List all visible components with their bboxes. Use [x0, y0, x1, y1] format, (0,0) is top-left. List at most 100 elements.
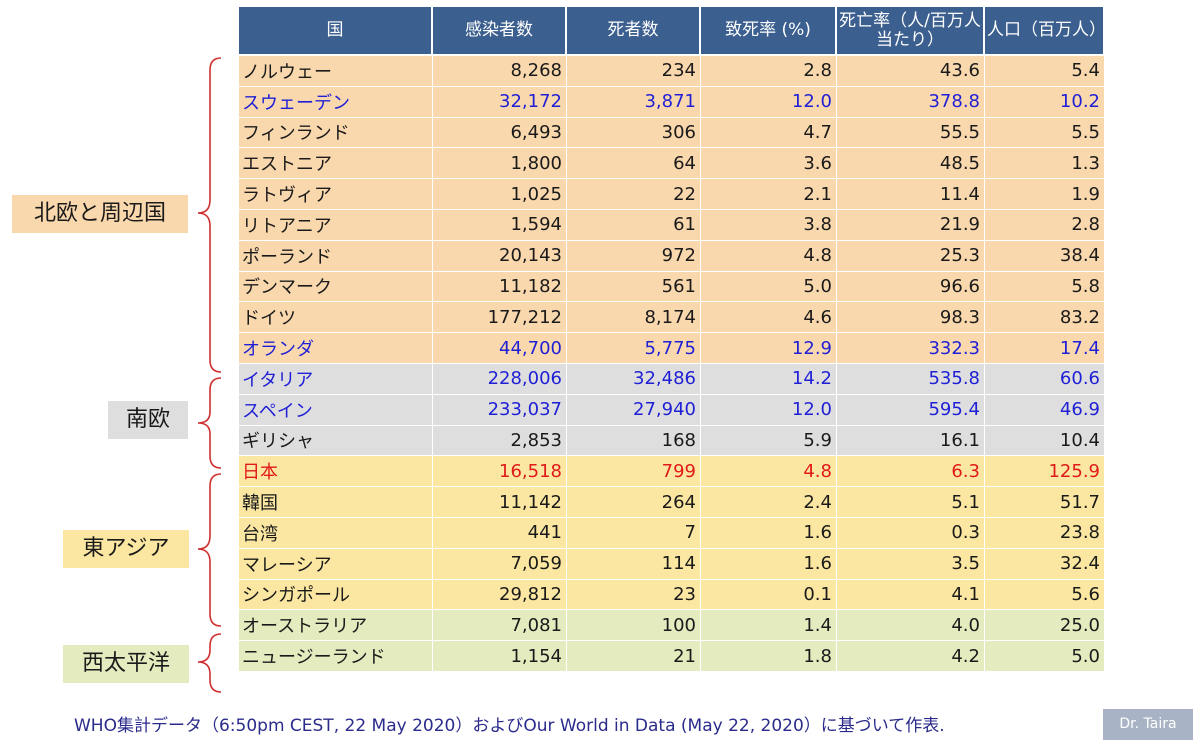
cell-country: 韓国: [239, 487, 433, 518]
cell-death-rate: 4.0: [837, 610, 985, 642]
cell-fatality-rate: 5.9: [701, 425, 837, 457]
cell-country: デンマーク: [239, 271, 433, 303]
cell-death-rate: 535.8: [837, 363, 985, 395]
cell-population: 1.9: [985, 179, 1105, 210]
cell-death-rate: 5.1: [837, 487, 985, 518]
cell-cases: 1,594: [433, 209, 567, 241]
cell-deaths: 61: [567, 209, 701, 241]
header-cases: 感染者数: [433, 7, 567, 56]
table-row: エストニア 1,800 64 3.6 48.5 1.3: [239, 148, 1105, 180]
cell-fatality-rate: 1.8: [701, 641, 837, 672]
table-row: 日本 16,518 799 4.8 6.3 125.9: [239, 456, 1105, 488]
cell-fatality-rate: 1.4: [701, 610, 837, 642]
group-label-pacific: 西太平洋: [63, 645, 189, 683]
cell-death-rate: 16.1: [837, 425, 985, 457]
header-population: 人口（百万人）: [985, 7, 1105, 56]
cell-deaths: 5,775: [567, 333, 701, 364]
table-row: ニュージーランド 1,154 21 1.8 4.2 5.0: [239, 641, 1105, 672]
table-row: ラトヴィア 1,025 22 2.1 11.4 1.9: [239, 179, 1105, 210]
cell-fatality-rate: 2.1: [701, 179, 837, 210]
cell-population: 38.4: [985, 240, 1105, 272]
cell-country: マレーシア: [239, 548, 433, 580]
cell-death-rate: 43.6: [837, 56, 985, 87]
table-row: ドイツ 177,212 8,174 4.6 98.3 83.2: [239, 302, 1105, 334]
header-death-rate: 死亡率（人/百万人当たり）: [837, 7, 985, 56]
cell-fatality-rate: 4.8: [701, 456, 837, 488]
table-row: スペイン 233,037 27,940 12.0 595.4 46.9: [239, 394, 1105, 426]
author-credit: Dr. Taira: [1103, 709, 1193, 740]
table-row: リトアニア 1,594 61 3.8 21.9 2.8: [239, 209, 1105, 241]
cell-deaths: 234: [567, 56, 701, 87]
cell-fatality-rate: 1.6: [701, 517, 837, 549]
cell-population: 125.9: [985, 456, 1105, 488]
table-row: スウェーデン 32,172 3,871 12.0 378.8 10.2: [239, 86, 1105, 118]
table-row: シンガポール 29,812 23 0.1 4.1 5.6: [239, 579, 1105, 611]
cell-population: 10.2: [985, 86, 1105, 118]
cell-country: リトアニア: [239, 209, 433, 241]
cell-cases: 8,268: [433, 56, 567, 87]
cell-fatality-rate: 0.1: [701, 579, 837, 611]
cell-cases: 11,142: [433, 487, 567, 518]
cell-country: フィンランド: [239, 117, 433, 149]
covid-data-table: 国 感染者数 死者数 致死率 (%) 死亡率（人/百万人当たり） 人口（百万人）…: [239, 7, 1105, 672]
cell-death-rate: 332.3: [837, 333, 985, 364]
cell-population: 46.9: [985, 394, 1105, 426]
cell-death-rate: 0.3: [837, 517, 985, 549]
cell-death-rate: 6.3: [837, 456, 985, 488]
cell-population: 5.5: [985, 117, 1105, 149]
cell-deaths: 264: [567, 487, 701, 518]
table-row: 台湾 441 7 1.6 0.3 23.8: [239, 517, 1105, 549]
cell-cases: 20,143: [433, 240, 567, 272]
table-body: ノルウェー 8,268 234 2.8 43.6 5.4 スウェーデン 32,172 3,871…: [239, 56, 1105, 672]
cell-fatality-rate: 1.6: [701, 548, 837, 580]
cell-population: 32.4: [985, 548, 1105, 580]
cell-fatality-rate: 3.8: [701, 209, 837, 241]
cell-death-rate: 11.4: [837, 179, 985, 210]
table-row: ポーランド 20,143 972 4.8 25.3 38.4: [239, 240, 1105, 272]
cell-cases: 1,154: [433, 641, 567, 672]
cell-fatality-rate: 14.2: [701, 363, 837, 395]
cell-cases: 441: [433, 517, 567, 549]
cell-population: 23.8: [985, 517, 1105, 549]
table-row: オーストラリア 7,081 100 1.4 4.0 25.0: [239, 610, 1105, 642]
cell-deaths: 799: [567, 456, 701, 488]
cell-country: ドイツ: [239, 302, 433, 334]
cell-country: オーストラリア: [239, 610, 433, 642]
cell-death-rate: 96.6: [837, 271, 985, 303]
cell-deaths: 23: [567, 579, 701, 611]
cell-death-rate: 595.4: [837, 394, 985, 426]
cell-deaths: 100: [567, 610, 701, 642]
cell-death-rate: 378.8: [837, 86, 985, 118]
cell-population: 60.6: [985, 363, 1105, 395]
cell-country: 日本: [239, 456, 433, 488]
cell-population: 5.4: [985, 56, 1105, 87]
cell-cases: 7,081: [433, 610, 567, 642]
header-row: 国 感染者数 死者数 致死率 (%) 死亡率（人/百万人当たり） 人口（百万人）: [239, 7, 1105, 56]
cell-population: 1.3: [985, 148, 1105, 180]
cell-cases: 177,212: [433, 302, 567, 334]
bracket-pacific: [197, 633, 222, 693]
cell-cases: 44,700: [433, 333, 567, 364]
cell-population: 5.8: [985, 271, 1105, 303]
cell-fatality-rate: 2.8: [701, 56, 837, 87]
cell-country: 台湾: [239, 517, 433, 549]
cell-death-rate: 25.3: [837, 240, 985, 272]
table-row: デンマーク 11,182 561 5.0 96.6 5.8: [239, 271, 1105, 303]
cell-death-rate: 4.2: [837, 641, 985, 672]
cell-deaths: 32,486: [567, 363, 701, 395]
header-country: 国: [239, 7, 433, 56]
group-label-nordic: 北欧と周辺国: [12, 195, 188, 233]
cell-deaths: 27,940: [567, 394, 701, 426]
cell-deaths: 561: [567, 271, 701, 303]
cell-deaths: 7: [567, 517, 701, 549]
cell-population: 10.4: [985, 425, 1105, 457]
cell-cases: 16,518: [433, 456, 567, 488]
cell-country: エストニア: [239, 148, 433, 180]
cell-population: 17.4: [985, 333, 1105, 364]
group-label-east: 東アジア: [63, 530, 189, 568]
bracket-south: [197, 377, 222, 469]
cell-country: オランダ: [239, 333, 433, 364]
cell-cases: 7,059: [433, 548, 567, 580]
cell-death-rate: 4.1: [837, 579, 985, 611]
cell-deaths: 168: [567, 425, 701, 457]
